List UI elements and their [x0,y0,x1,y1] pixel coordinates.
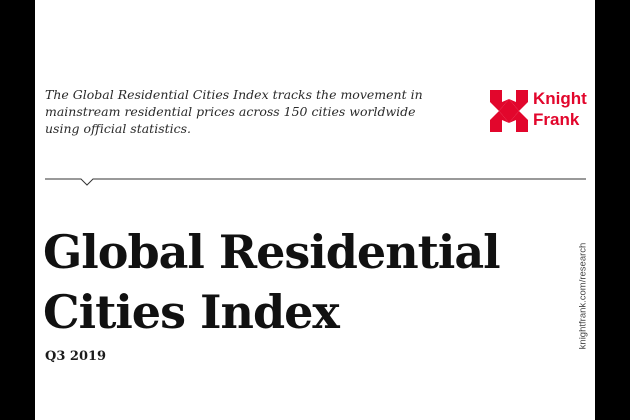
intro-text: The Global Residential Cities Index trac… [45,87,423,136]
logo-wordmark: Knight Frank [533,88,587,130]
logo-line-2: Frank [533,110,580,129]
title-line-1: Global Residential [43,225,501,279]
logo-line-1: Knight [533,89,587,108]
page-title: Global Residential Cities Index [43,222,501,342]
report-period: Q3 2019 [45,349,107,364]
divider-line [45,178,586,186]
side-url-text: knightfrank.com/research [577,242,589,349]
title-line-2: Cities Index [43,285,340,339]
knight-frank-logo: Knight Frank [490,88,590,134]
report-cover: The Global Residential Cities Index trac… [35,0,595,420]
logo-mark-icon [490,90,528,132]
side-url: knightfrank.com/research [575,228,591,363]
